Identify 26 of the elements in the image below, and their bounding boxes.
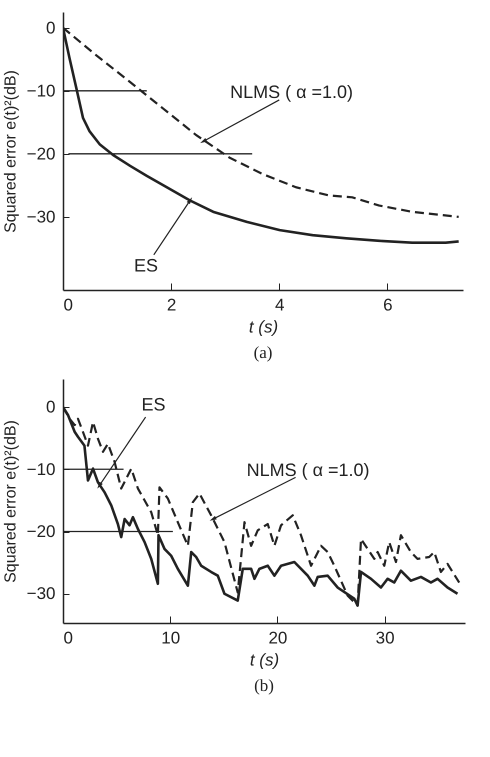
y-tick-label: −20 [26, 522, 56, 541]
y-tick-label: 0 [46, 18, 56, 38]
x-tick-label: 0 [64, 628, 73, 648]
annotation: NLMS ( α =1.0) [230, 82, 354, 102]
x-tick-label: 4 [274, 296, 284, 314]
y-tick-label: −10 [26, 81, 56, 100]
x-tick-label: 2 [166, 296, 176, 314]
annotation: ES [134, 255, 158, 276]
x-tick-label: 30 [376, 628, 395, 648]
y-axis-title: Squared error e(t)²(dB) [2, 420, 20, 583]
x-axis-title: t (s) [250, 650, 280, 670]
text: (b) [254, 676, 274, 695]
y-axis-title: Squared error e(t)²(dB) [2, 70, 20, 233]
y-tick-label: −20 [26, 144, 56, 164]
y-tick-label: −30 [26, 207, 56, 226]
x-tick-label: 10 [161, 628, 180, 648]
x-tick-label: 20 [268, 628, 288, 648]
y-tick-label: −30 [26, 584, 56, 604]
annotation: NLMS ( α =1.0) [246, 460, 370, 480]
x-tick-label: 0 [64, 296, 73, 314]
x-axis-title: t (s) [248, 318, 278, 336]
annotation: ES [141, 394, 166, 414]
y-tick-label: −10 [26, 460, 56, 479]
x-tick-label: 6 [383, 296, 393, 314]
text: (a) [254, 343, 272, 362]
y-tick-label: 0 [46, 398, 56, 417]
